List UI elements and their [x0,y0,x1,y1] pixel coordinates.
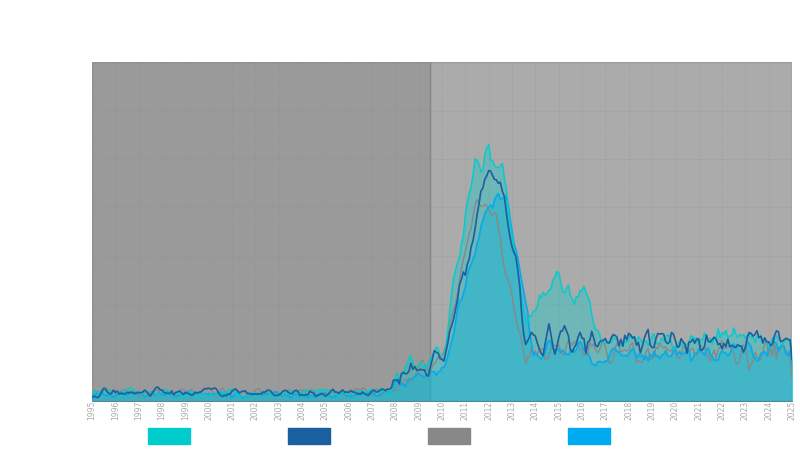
Bar [430,62,792,401]
Text: 2004: 2004 [298,401,306,420]
Text: 2012: 2012 [484,401,493,420]
Text: 2001: 2001 [227,401,237,420]
Text: 2011: 2011 [461,401,470,420]
Text: 2020: 2020 [671,401,680,420]
Text: 500: 500 [62,158,81,168]
Text: Italy: Italy [337,431,362,441]
Text: 2013: 2013 [507,401,517,420]
Text: 2008: 2008 [391,401,400,420]
Text: 2018: 2018 [624,401,633,420]
Text: 600: 600 [62,111,81,121]
Text: 2007: 2007 [367,401,377,420]
Bar [568,428,610,443]
Text: 2005: 2005 [321,401,330,420]
Bar [148,428,190,443]
Bar [428,428,470,443]
Text: 2025: 2025 [787,401,797,420]
Text: 2021: 2021 [694,401,703,420]
Text: 2003: 2003 [274,401,283,420]
Text: 400: 400 [62,205,81,215]
Text: 2009: 2009 [414,401,423,420]
Text: 2014: 2014 [531,401,540,420]
Text: 1998: 1998 [158,401,166,420]
Text: 1997: 1997 [134,401,143,420]
Text: 2023: 2023 [741,401,750,420]
Text: 1995: 1995 [87,401,97,420]
Text: 700: 700 [62,64,81,74]
Text: Portugal: Portugal [477,431,523,441]
Bar [92,62,430,401]
Text: 2017: 2017 [601,401,610,420]
Text: 2016: 2016 [578,401,586,420]
Text: 2000: 2000 [204,401,213,420]
Text: 1996: 1996 [111,401,120,420]
Text: 100: 100 [62,346,81,356]
Text: 2024: 2024 [764,401,773,420]
Text: 1999: 1999 [181,401,190,420]
Text: 2002: 2002 [251,401,260,420]
Text: 2010: 2010 [438,401,446,420]
Text: Spain: Spain [617,431,648,441]
Text: Greece: Greece [197,431,237,441]
Text: 2015: 2015 [554,401,563,420]
Text: 300: 300 [62,252,81,262]
Text: Ten-year bond spreads vs. Bund: Ten-year bond spreads vs. Bund [6,13,282,29]
Text: 2006: 2006 [344,401,353,420]
Text: 2019: 2019 [647,401,657,420]
Text: 200: 200 [62,299,81,309]
Text: 2022: 2022 [718,401,726,420]
Bar [288,428,330,443]
